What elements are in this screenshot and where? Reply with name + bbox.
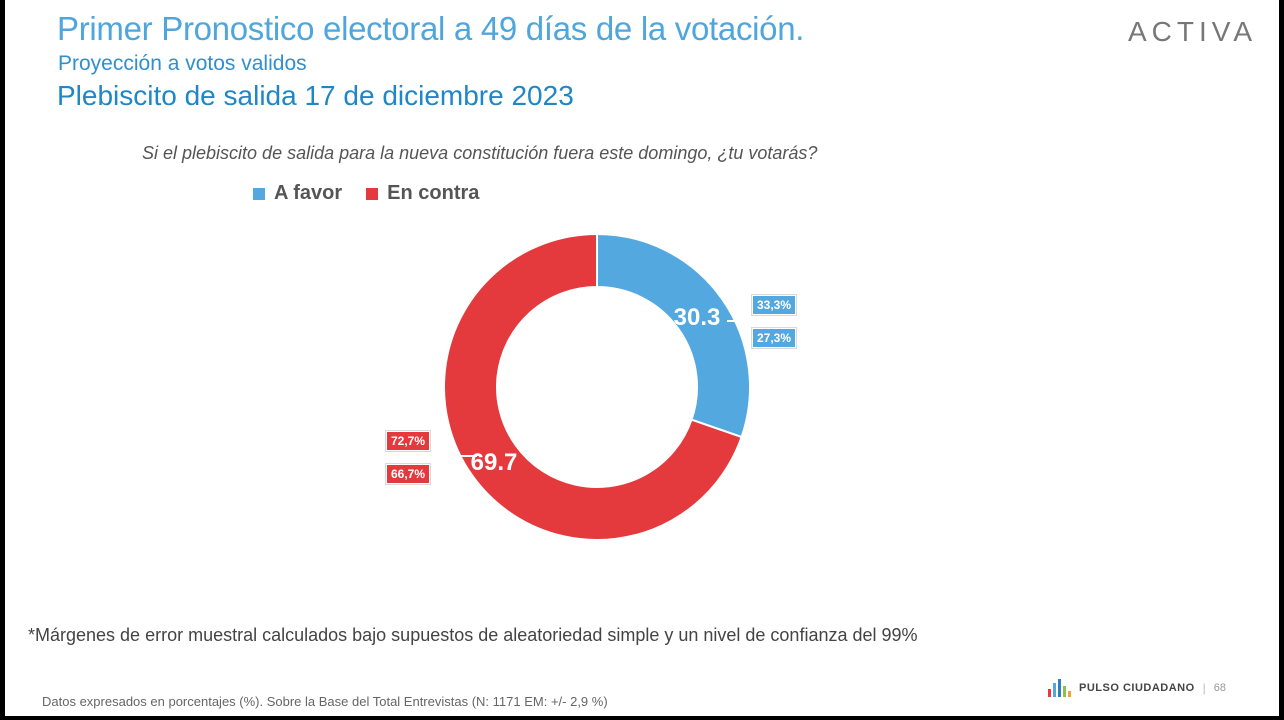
legend-item-favor: A favor — [253, 182, 342, 205]
legend-swatch-contra — [366, 187, 379, 200]
brand-separator: | — [1202, 681, 1206, 695]
upper-bound-favor: 33,3% — [752, 295, 797, 315]
footnote: *Márgenes de error muestral calculados b… — [28, 625, 918, 645]
data-label-contra: 69.7 — [471, 449, 518, 476]
lower-bound-contra: 66,7% — [386, 464, 431, 484]
legend-item-contra: En contra — [366, 182, 479, 205]
brand-name: PULSO CIUDADANO — [1079, 682, 1195, 694]
donut-chart: 30.3 69.7 — [428, 232, 776, 541]
pulso-bars-icon — [1048, 679, 1071, 697]
donut-slice-contra — [443, 232, 743, 541]
legend-swatch-favor — [253, 187, 265, 200]
donut-slice-favor — [596, 232, 751, 439]
page-title: Primer Pronostico electoral a 49 días de… — [57, 10, 805, 47]
pulso-ciudadano-brand: PULSO CIUDADANO | 68 — [1048, 679, 1226, 697]
lower-bound-favor: 27,3% — [752, 328, 797, 348]
slide: Primer Pronostico electoral a 49 días de… — [5, 0, 1279, 716]
base-note: Datos expresados en porcentajes (%). Sob… — [42, 694, 608, 709]
legend-label-contra: En contra — [387, 182, 480, 204]
chart-legend: A favor En contra — [253, 182, 479, 205]
activa-logo: ACTIVA — [1127, 16, 1257, 47]
survey-question: Si el plebiscito de salida para la nueva… — [142, 143, 818, 163]
page-number: 68 — [1213, 682, 1227, 694]
upper-bound-contra: 72,7% — [386, 431, 431, 451]
legend-label-favor: A favor — [274, 182, 343, 204]
data-label-favor: 30.3 — [674, 304, 721, 331]
page-subtitle-2: Plebiscito de salida 17 de diciembre 202… — [57, 80, 574, 111]
page-subtitle: Proyección a votos validos — [58, 52, 307, 75]
